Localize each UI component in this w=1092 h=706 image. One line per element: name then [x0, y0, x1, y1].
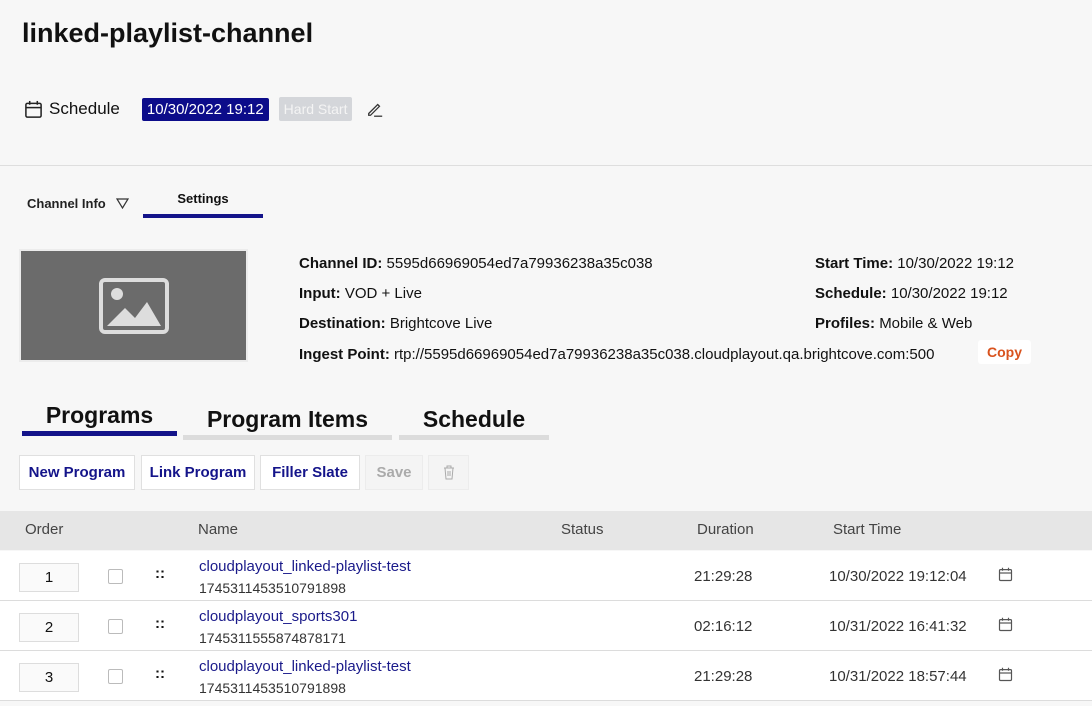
hard-start-badge: Hard Start	[278, 97, 353, 121]
drag-handle-icon[interactable]: ::	[155, 565, 165, 582]
row-checkbox[interactable]	[108, 569, 123, 584]
order-input[interactable]: 1	[19, 563, 79, 592]
row-checkbox[interactable]	[108, 619, 123, 634]
header-order[interactable]: Order	[25, 521, 64, 538]
order-input[interactable]: 3	[19, 663, 79, 692]
input-info: Input: VOD + Live	[299, 285, 422, 302]
pencil-icon[interactable]	[366, 100, 384, 118]
trash-icon	[443, 465, 454, 480]
tab-label: Channel Info	[27, 196, 106, 211]
ingest-point: Ingest Point: rtp://5595d66969054ed7a799…	[299, 346, 935, 363]
program-id: 1745311453510791898	[199, 580, 346, 596]
calendar-icon	[25, 100, 42, 118]
schedule-row: Schedule 10/30/2022 19:12 Hard Start	[24, 96, 384, 122]
tab-schedule[interactable]: Schedule	[399, 406, 549, 440]
delete-button[interactable]	[428, 455, 469, 490]
table-row: 3 :: cloudplayout_linked-playlist-test 1…	[0, 651, 1092, 701]
tab-channel-info[interactable]: Channel Info	[27, 196, 129, 211]
program-name-link[interactable]: cloudplayout_linked-playlist-test	[199, 658, 411, 675]
calendar-icon[interactable]	[998, 667, 1013, 686]
header-duration[interactable]: Duration	[697, 521, 754, 538]
drag-handle-icon[interactable]: ::	[155, 665, 165, 682]
calendar-icon[interactable]	[998, 617, 1013, 636]
destination-info: Destination: Brightcove Live	[299, 315, 493, 332]
tab-programs[interactable]: Programs	[22, 402, 177, 436]
row-checkbox[interactable]	[108, 669, 123, 684]
tab-program-items[interactable]: Program Items	[183, 406, 392, 440]
profiles-info: Profiles: Mobile & Web	[815, 315, 973, 332]
program-name-link[interactable]: cloudplayout_linked-playlist-test	[199, 558, 411, 575]
table-header: Order Name Status Duration Start Time	[0, 511, 1092, 550]
filler-slate-button[interactable]: Filler Slate	[260, 455, 360, 490]
divider	[0, 165, 1092, 166]
schedule-date-badge: 10/30/2022 19:12	[141, 97, 269, 121]
new-program-button[interactable]: New Program	[19, 455, 135, 490]
table-row: 1 :: cloudplayout_linked-playlist-test 1…	[0, 551, 1092, 601]
header-status[interactable]: Status	[561, 521, 604, 538]
program-duration: 02:16:12	[694, 618, 753, 635]
drag-handle-icon[interactable]: ::	[155, 615, 165, 632]
program-start-time: 10/31/2022 18:57:44	[829, 668, 967, 685]
image-placeholder-icon	[98, 277, 169, 334]
order-input[interactable]: 2	[19, 613, 79, 642]
save-button[interactable]: Save	[365, 455, 423, 490]
start-time-info: Start Time: 10/30/2022 19:12	[815, 255, 1015, 272]
channel-id: Channel ID: 5595d66969054ed7a79936238a35…	[299, 255, 653, 272]
header-start-time[interactable]: Start Time	[833, 521, 902, 538]
program-duration: 21:29:28	[694, 568, 753, 585]
program-name-link[interactable]: cloudplayout_sports301	[199, 608, 358, 625]
link-program-button[interactable]: Link Program	[141, 455, 255, 490]
program-start-time: 10/30/2022 19:12:04	[829, 568, 967, 585]
triangle-down-icon	[115, 198, 129, 209]
program-id: 1745311453510791898	[199, 680, 346, 696]
table-row: 2 :: cloudplayout_sports301 174531155587…	[0, 601, 1092, 651]
tab-settings[interactable]: Settings	[143, 191, 263, 218]
header-name[interactable]: Name	[198, 521, 239, 538]
copy-button[interactable]: Copy	[978, 340, 1031, 364]
program-start-time: 10/31/2022 16:41:32	[829, 618, 967, 635]
program-id: 1745311555874878171	[199, 630, 346, 646]
program-duration: 21:29:28	[694, 668, 753, 685]
calendar-icon[interactable]	[998, 567, 1013, 586]
schedule-label: Schedule	[49, 99, 120, 118]
page-title: linked-playlist-channel	[22, 18, 314, 48]
channel-thumbnail	[19, 249, 248, 362]
schedule-info: Schedule: 10/30/2022 19:12	[815, 285, 1008, 302]
